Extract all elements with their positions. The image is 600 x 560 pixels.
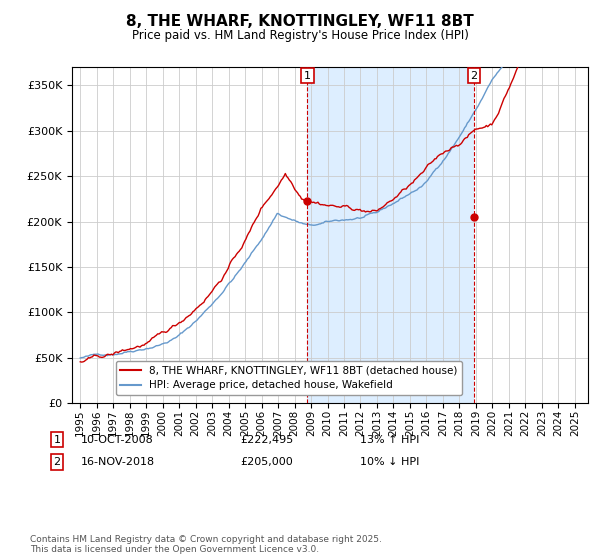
Text: £205,000: £205,000: [240, 457, 293, 467]
Bar: [307, 67, 474, 403]
Legend: 8, THE WHARF, KNOTTINGLEY, WF11 8BT (detached house), HPI: Average price, detach: 8, THE WHARF, KNOTTINGLEY, WF11 8BT (det…: [116, 361, 461, 395]
Text: 2: 2: [470, 71, 478, 81]
Text: 16-NOV-2018: 16-NOV-2018: [81, 457, 155, 467]
Text: 2: 2: [53, 457, 61, 467]
Text: 10-OCT-2008: 10-OCT-2008: [81, 435, 154, 445]
Text: Contains HM Land Registry data © Crown copyright and database right 2025.
This d: Contains HM Land Registry data © Crown c…: [30, 535, 382, 554]
Text: £222,495: £222,495: [240, 435, 293, 445]
Text: 8, THE WHARF, KNOTTINGLEY, WF11 8BT: 8, THE WHARF, KNOTTINGLEY, WF11 8BT: [126, 14, 474, 29]
Text: 1: 1: [53, 435, 61, 445]
Text: 10% ↓ HPI: 10% ↓ HPI: [360, 457, 419, 467]
Text: 13% ↑ HPI: 13% ↑ HPI: [360, 435, 419, 445]
Text: Price paid vs. HM Land Registry's House Price Index (HPI): Price paid vs. HM Land Registry's House …: [131, 29, 469, 42]
Text: 1: 1: [304, 71, 311, 81]
